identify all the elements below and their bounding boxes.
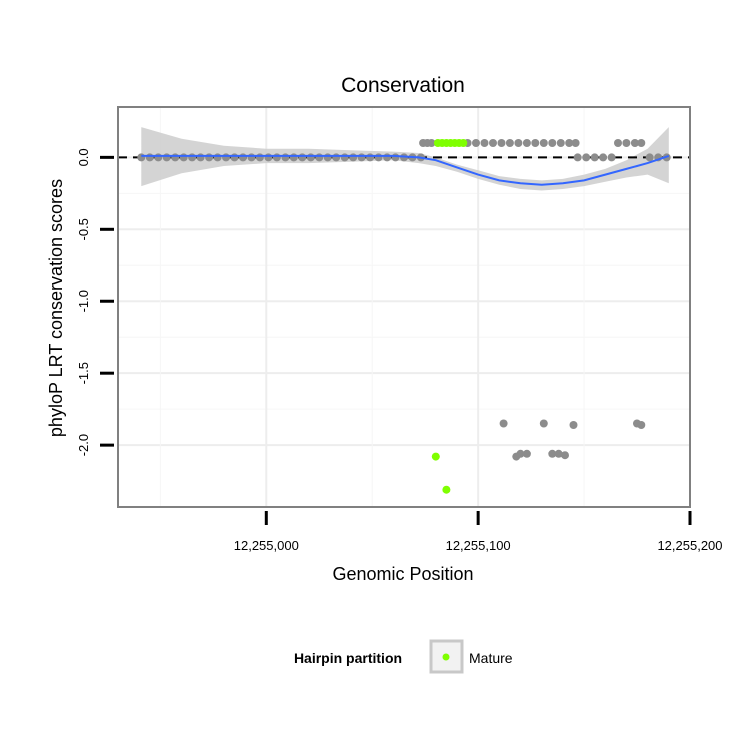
y-axis: 0.0 -0.5 -1.0 -1.5 -2.0 [76,148,114,456]
point-other [222,153,230,162]
point-other [505,139,514,147]
point-other [213,153,222,162]
legend-label-mature: Mature [469,650,513,666]
point-other [374,153,383,162]
point-other [622,139,631,147]
point-other [480,139,489,147]
point-other [539,139,548,147]
point-other [582,153,591,162]
point-other [289,153,298,162]
point-other [264,153,273,162]
y-tick-label: -0.5 [76,218,91,240]
point-other [645,153,654,162]
point-other [357,153,366,162]
x-axis: 12,255,000 12,255,100 12,255,200 [234,511,723,553]
point-other [497,139,506,147]
smooth-line [141,154,670,186]
x-tick-label: 12,255,200 [657,538,722,553]
point-other [637,421,646,429]
legend: Hairpin partition Mature [294,639,513,674]
point-other [306,153,315,162]
point-other [573,153,582,162]
point-other [630,139,639,147]
x-tick-label: 12,255,100 [446,538,511,553]
point-other [171,153,180,162]
y-tick-label: -1.0 [76,290,91,312]
point-other [489,139,497,147]
data-points [137,139,671,494]
point-other [179,153,188,162]
point-other [522,449,531,458]
point-other [332,153,341,162]
point-other [188,153,197,162]
point-other [137,153,146,162]
point-other [281,153,290,162]
point-other [196,153,205,162]
point-other [205,153,214,162]
point-other [614,139,622,147]
point-other [239,153,247,162]
point-mature [459,139,468,147]
point-other [272,153,281,162]
point-other [531,139,540,147]
point-other [154,153,163,162]
point-other [323,153,332,162]
point-other [590,153,599,162]
y-tick-label: -2.0 [76,434,91,456]
point-other [514,139,523,147]
point-other [315,153,324,162]
smooth-line-layer [141,154,670,186]
point-other [565,139,574,147]
point-other [383,153,392,162]
point-mature [431,452,440,461]
point-other [340,153,349,162]
plot-panel-border [117,106,691,508]
point-mature [442,485,451,494]
point-other [548,449,557,458]
x-tick-label: 12,255,000 [234,538,299,553]
point-other [349,153,358,162]
point-other [472,139,480,147]
point-other [554,449,563,458]
point-other [427,139,436,147]
point-other [298,153,307,162]
y-tick-label: -1.5 [76,362,91,384]
x-axis-label: Genomic Position [332,564,473,584]
point-other [539,419,548,428]
point-other [247,153,256,162]
y-tick-label: 0.0 [76,148,91,166]
point-other [255,153,264,162]
point-other [607,153,616,162]
point-other [499,419,508,428]
legend-key-mature-dot [442,653,450,661]
chart-title: Conservation [341,74,465,97]
point-other [522,139,531,147]
point-other [162,153,171,162]
point-other [391,153,400,162]
point-other [230,153,239,162]
y-axis-label: phyloP LRT conservation scores [46,179,66,437]
point-other [561,451,569,460]
point-other [548,139,557,147]
point-other [516,449,525,458]
legend-title: Hairpin partition [294,650,402,666]
point-other [145,153,154,162]
point-other [569,421,578,429]
point-other [637,139,646,147]
point-other [556,139,565,147]
point-other [599,153,608,162]
point-other [571,139,580,147]
point-other [366,153,375,162]
